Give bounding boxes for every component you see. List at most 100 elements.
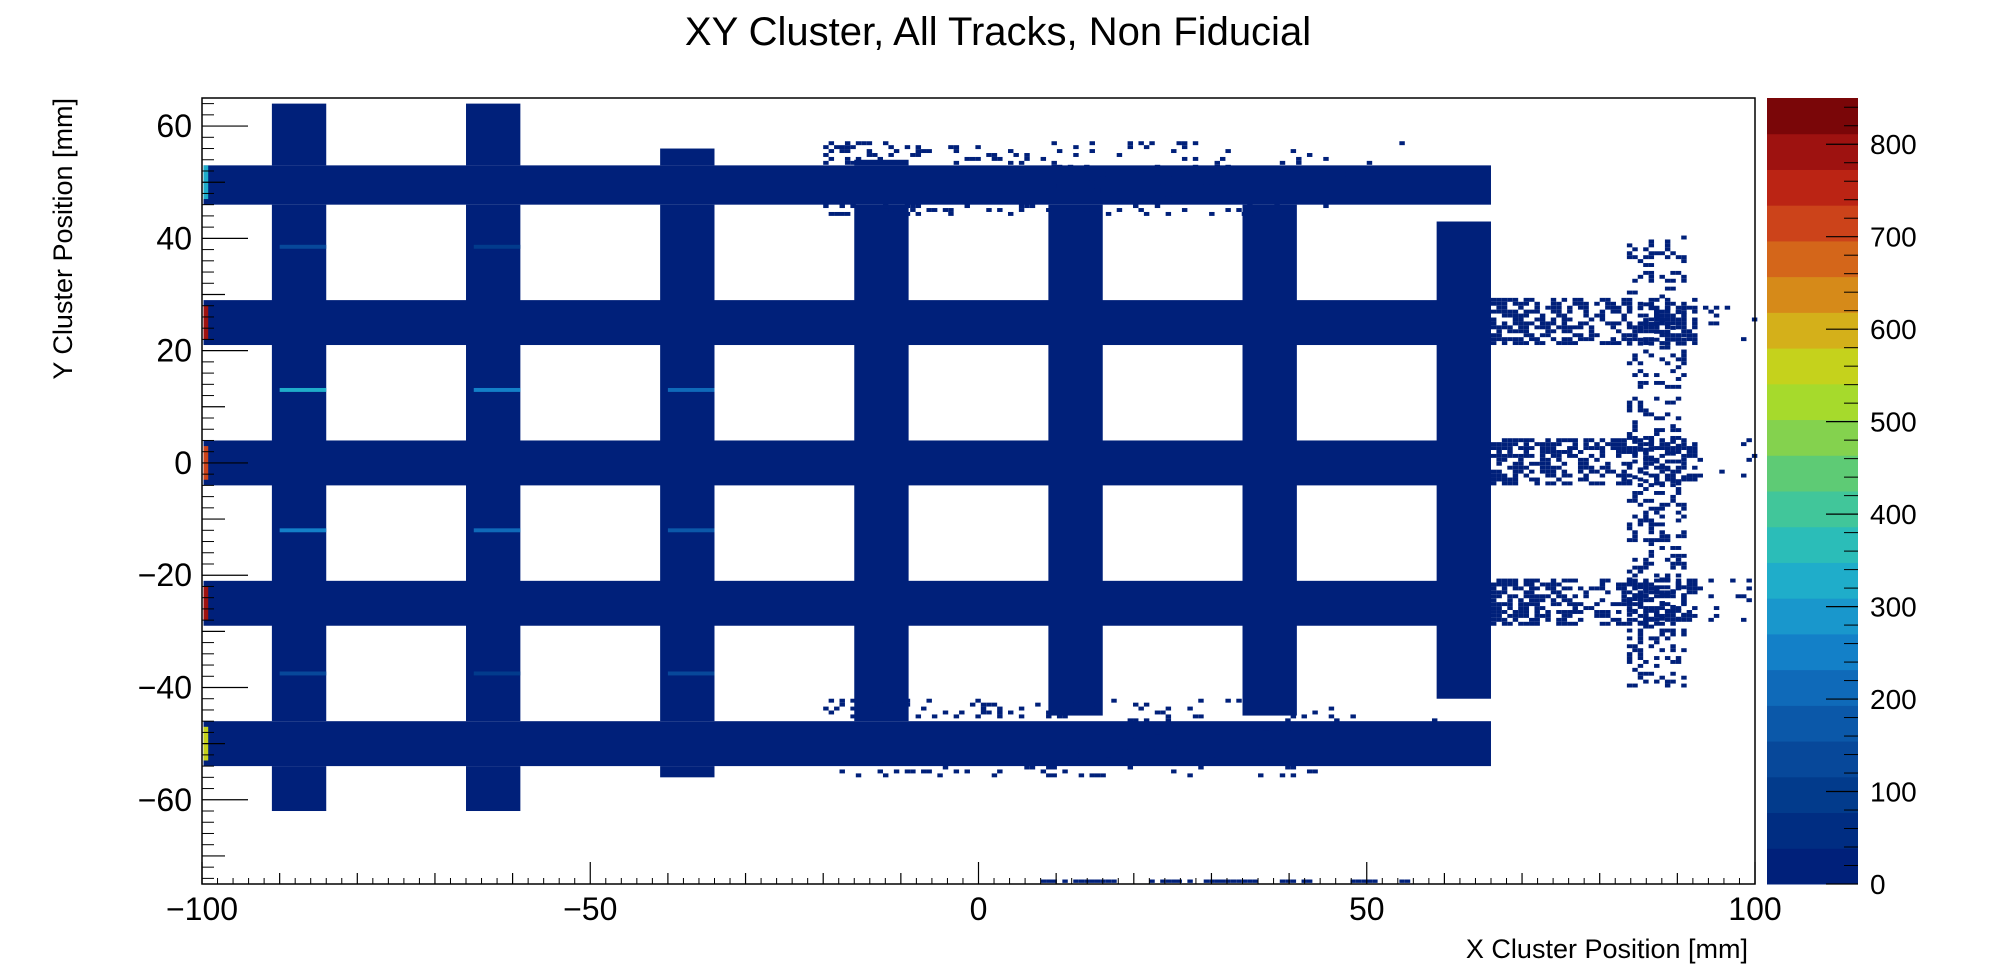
sparse-bin	[1648, 325, 1655, 330]
sparse-bin	[1545, 465, 1551, 470]
sparse-bin	[1632, 420, 1638, 425]
sparse-bin	[1512, 617, 1519, 622]
sparse-bin	[1610, 341, 1617, 346]
vertical-band-5	[1242, 204, 1297, 716]
sparse-bin	[1171, 200, 1177, 205]
sparse-bin	[1681, 597, 1687, 602]
sparse-bin	[1648, 306, 1655, 311]
sparse-bin	[1225, 149, 1231, 154]
sparse-bin	[1670, 565, 1676, 570]
sparse-bin	[1539, 457, 1546, 462]
sparse-bin	[964, 156, 970, 161]
sparse-bin	[1545, 582, 1551, 587]
sparse-bin	[1583, 442, 1589, 447]
sparse-bin	[1501, 582, 1508, 587]
sparse-bin	[1198, 738, 1204, 742]
sparse-bin	[1084, 208, 1090, 212]
sparse-bin	[1490, 337, 1497, 342]
sparse-bin	[1018, 714, 1025, 719]
sparse-bin	[1637, 502, 1644, 507]
sparse-bin	[1610, 469, 1617, 474]
sparse-bin	[1122, 745, 1128, 750]
sparse-bin	[1496, 446, 1502, 451]
sparse-bin	[1507, 621, 1513, 626]
sparse-bin	[1501, 442, 1508, 447]
sparse-bin	[1149, 879, 1155, 883]
sparse-bin	[1046, 879, 1052, 883]
sparse-bin	[1670, 644, 1676, 649]
sparse-bin	[1626, 636, 1633, 641]
sparse-bin	[1523, 297, 1530, 302]
sparse-bin	[969, 156, 976, 161]
sparse-bin	[1176, 741, 1182, 746]
sparse-bin	[1664, 451, 1671, 456]
sparse-bin	[1279, 879, 1286, 883]
sparse-bin	[1539, 594, 1546, 599]
color-scale-step	[1767, 419, 1858, 456]
sparse-bin	[1301, 753, 1307, 758]
sparse-bin	[1296, 156, 1302, 161]
sparse-bin	[1610, 617, 1617, 622]
vertical-band-2	[660, 204, 715, 722]
sparse-bin	[1496, 590, 1502, 595]
sparse-bin	[1632, 475, 1638, 480]
sparse-bin	[1713, 613, 1720, 618]
sparse-bin	[926, 149, 932, 154]
sparse-bin	[937, 773, 943, 778]
sparse-bin	[1648, 473, 1655, 478]
sparse-bin	[1105, 734, 1112, 739]
sparse-bin	[1529, 453, 1535, 458]
sparse-bin	[1675, 317, 1682, 322]
sparse-bin	[1534, 578, 1540, 583]
sparse-bin	[1561, 617, 1568, 622]
sparse-bin	[1523, 613, 1530, 618]
sparse-bin	[1675, 384, 1682, 389]
sparse-bin	[1518, 313, 1524, 318]
sparse-bin	[1681, 353, 1687, 358]
sparse-bin	[1659, 613, 1665, 618]
sparse-bin	[1626, 450, 1633, 454]
sparse-bin	[1512, 481, 1519, 486]
sparse-bin	[1648, 455, 1655, 460]
sparse-bin	[1741, 617, 1747, 622]
heatmap-bins	[203, 103, 1758, 883]
sparse-bin	[1648, 461, 1655, 466]
sparse-bin	[1637, 593, 1644, 598]
sparse-bin	[1588, 481, 1595, 486]
sparse-bin	[1507, 329, 1513, 334]
sparse-bin	[1713, 305, 1720, 310]
sparse-bin	[1681, 325, 1687, 330]
sparse-bin	[1648, 549, 1655, 554]
sparse-bin	[1507, 481, 1513, 486]
sparse-bin	[1664, 502, 1671, 507]
sparse-bin	[1529, 578, 1535, 583]
sparse-bin	[1675, 396, 1682, 401]
sparse-bin	[1632, 396, 1638, 401]
sparse-bin	[1692, 453, 1698, 458]
sparse-bin	[1024, 765, 1030, 770]
sparse-bin	[1105, 753, 1112, 758]
sparse-bin	[1686, 617, 1693, 622]
sparse-bin	[1648, 526, 1655, 531]
sparse-bin	[850, 714, 856, 719]
color-scale-step	[1767, 133, 1858, 170]
sparse-bin	[980, 710, 987, 715]
sparse-bin	[1127, 141, 1134, 146]
sparse-bin	[1681, 337, 1687, 342]
sparse-bin	[1681, 601, 1687, 605]
sparse-bin	[823, 145, 829, 150]
sparse-bin	[1290, 879, 1297, 883]
sparse-bin	[1643, 565, 1649, 570]
sparse-bin	[1637, 469, 1644, 474]
sparse-bin	[1659, 593, 1665, 598]
sparse-bin	[1637, 408, 1644, 413]
sparse-bin	[1545, 473, 1551, 478]
sparse-bin	[1713, 606, 1720, 611]
sparse-bin	[1225, 698, 1231, 703]
sparse-bin	[1746, 578, 1752, 583]
sparse-bin	[1654, 297, 1660, 302]
sparse-bin	[1556, 594, 1562, 599]
sparse-bin	[1372, 879, 1378, 883]
sparse-bin	[1632, 329, 1638, 334]
